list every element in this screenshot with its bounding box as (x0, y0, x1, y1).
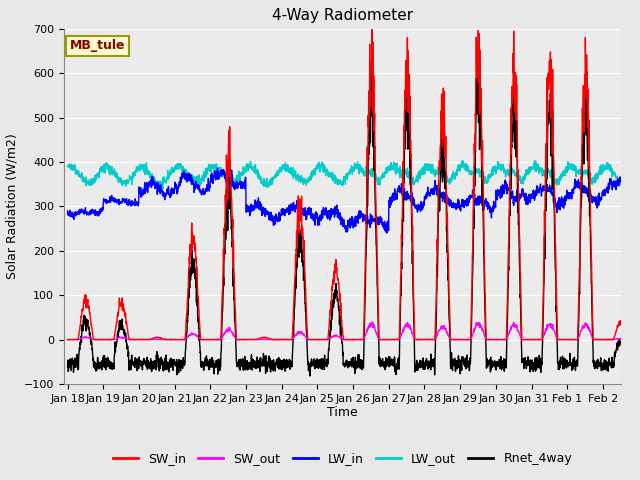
LW_out (275, 167, 283, 173)
LW_in (214, 166, 221, 171)
Rnet_4way (161, 357, 169, 363)
SW_in (289, 312, 297, 317)
LW_in (290, 200, 298, 205)
LW_out (617, 182, 625, 188)
SW_in (275, 337, 283, 343)
SW_out (64, 337, 72, 343)
LW_in (64, 208, 72, 214)
Rnet_4way (574, 335, 582, 340)
SW_out (290, 335, 298, 341)
Y-axis label: Solar Radiation (W/m2): Solar Radiation (W/m2) (5, 133, 19, 279)
Line: Rnet_4way: Rnet_4way (68, 71, 621, 376)
Line: LW_in: LW_in (68, 168, 621, 233)
SW_in (64, 337, 72, 343)
Legend: SW_in, SW_out, LW_in, LW_out, Rnet_4way: SW_in, SW_out, LW_in, LW_out, Rnet_4way (108, 447, 577, 470)
Rnet_4way (149, 366, 157, 372)
LW_in (529, 193, 536, 199)
LW_out (149, 173, 157, 179)
SW_out (574, 336, 582, 341)
Title: 4-Way Radiometer: 4-Way Radiometer (272, 9, 413, 24)
Line: LW_out: LW_out (68, 160, 621, 189)
LW_out (528, 167, 536, 172)
LW_in (161, 192, 169, 197)
SW_in (528, 337, 536, 343)
LW_out (159, 186, 166, 192)
LW_out (574, 170, 582, 176)
Rnet_4way (617, 340, 625, 346)
Rnet_4way (306, 373, 314, 379)
LW_out (531, 157, 538, 163)
Rnet_4way (369, 68, 376, 74)
SW_out (149, 336, 157, 342)
LW_in (275, 213, 283, 218)
Text: MB_tule: MB_tule (70, 39, 125, 52)
SW_in (369, 26, 376, 32)
LW_out (162, 180, 170, 185)
Rnet_4way (289, 331, 297, 336)
SW_out (162, 337, 170, 343)
SW_in (617, 322, 625, 327)
Rnet_4way (275, 355, 283, 360)
LW_out (64, 163, 72, 169)
SW_out (369, 319, 376, 325)
LW_out (290, 169, 298, 175)
Line: SW_out: SW_out (68, 322, 621, 340)
LW_in (149, 179, 157, 184)
SW_in (149, 336, 157, 341)
LW_in (383, 230, 390, 236)
SW_out (617, 336, 625, 342)
SW_in (161, 337, 169, 343)
SW_out (64, 336, 72, 342)
LW_in (574, 181, 582, 187)
Rnet_4way (529, 361, 536, 367)
SW_in (574, 329, 582, 335)
SW_out (275, 336, 283, 342)
Rnet_4way (64, 364, 72, 370)
LW_in (617, 179, 625, 185)
Line: SW_in: SW_in (68, 29, 621, 340)
X-axis label: Time: Time (327, 407, 358, 420)
SW_out (529, 336, 536, 342)
